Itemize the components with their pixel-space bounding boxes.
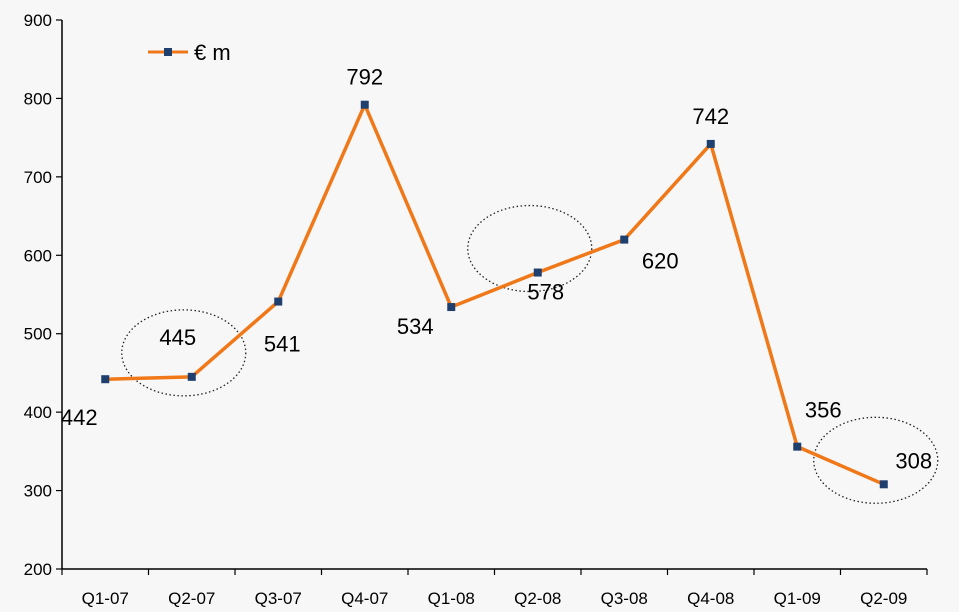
data-label: 356 bbox=[805, 398, 842, 423]
legend-marker-swatch bbox=[164, 48, 172, 56]
y-tick-label: 600 bbox=[24, 246, 52, 265]
y-tick-label: 400 bbox=[24, 403, 52, 422]
data-label: 442 bbox=[61, 405, 98, 430]
series-layer bbox=[101, 100, 888, 489]
data-point bbox=[793, 442, 802, 451]
y-tick-label: 500 bbox=[24, 325, 52, 344]
y-axis-ticks: 200 300 400 500 600 700 800 900 bbox=[24, 11, 62, 579]
data-label: 541 bbox=[264, 332, 301, 357]
x-tick-label: Q1-09 bbox=[774, 589, 821, 608]
highlight-ellipse bbox=[467, 204, 593, 293]
data-point bbox=[187, 372, 196, 381]
data-point bbox=[620, 235, 629, 244]
highlight-ellipse bbox=[121, 309, 247, 397]
data-label: 620 bbox=[642, 249, 679, 274]
x-axis-ticks: Q1-07 Q2-07 Q3-07 Q4-07 Q1-08 Q2-08 Q3-08 Q4-08… bbox=[61, 569, 928, 608]
y-tick-label: 800 bbox=[24, 89, 52, 108]
x-tick-label: Q2-09 bbox=[860, 589, 907, 608]
data-point bbox=[706, 139, 715, 148]
legend-label: € m bbox=[194, 40, 231, 65]
highlight-ellipses bbox=[121, 204, 939, 504]
data-label: 578 bbox=[527, 280, 564, 305]
legend: € m bbox=[148, 40, 231, 65]
data-point bbox=[533, 268, 542, 277]
data-point bbox=[360, 100, 369, 109]
y-tick-label: 700 bbox=[24, 168, 52, 187]
data-point bbox=[447, 303, 456, 312]
data-point bbox=[274, 297, 283, 306]
data-label: 742 bbox=[692, 104, 729, 129]
data-point bbox=[879, 480, 888, 489]
data-labels: 442 445 541 792 534 578 620 742 356 308 bbox=[61, 65, 932, 474]
x-tick-label: Q1-07 bbox=[82, 589, 129, 608]
data-point bbox=[101, 375, 110, 384]
y-tick-label: 200 bbox=[24, 560, 52, 579]
x-tick-label: Q2-07 bbox=[168, 589, 215, 608]
x-tick-label: Q1-08 bbox=[428, 589, 475, 608]
x-tick-label: Q2-08 bbox=[514, 589, 561, 608]
data-label: 445 bbox=[159, 325, 196, 350]
y-tick-label: 300 bbox=[24, 482, 52, 501]
x-tick-label: Q4-08 bbox=[687, 589, 734, 608]
data-label: 308 bbox=[895, 448, 932, 473]
x-tick-label: Q4-07 bbox=[341, 589, 388, 608]
x-tick-label: Q3-07 bbox=[255, 589, 302, 608]
y-tick-label: 900 bbox=[24, 11, 52, 30]
data-label: 534 bbox=[397, 314, 434, 339]
series-line bbox=[105, 102, 885, 486]
highlight-ellipse bbox=[813, 416, 939, 504]
data-label: 792 bbox=[346, 65, 383, 90]
x-tick-label: Q3-08 bbox=[601, 589, 648, 608]
